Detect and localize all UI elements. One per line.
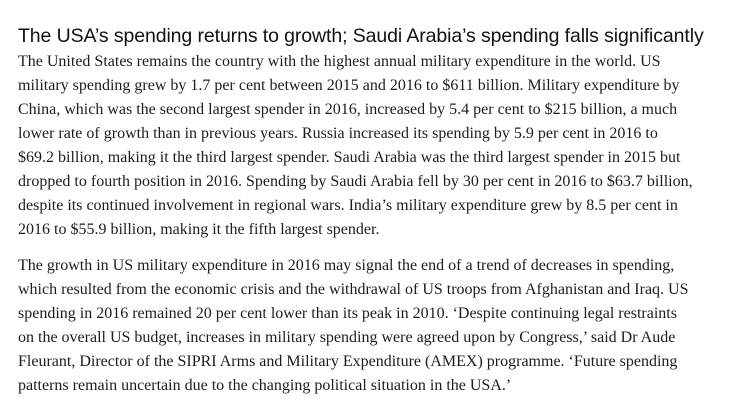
- paragraph-line: The United States remains the country wi…: [18, 53, 661, 70]
- paragraph-line: which resulted from the economic crisis …: [18, 281, 689, 298]
- article: The USA’s spending returns to growth; Sa…: [18, 14, 748, 398]
- paragraph-line: Fleurant, Director of the SIPRI Arms and…: [18, 353, 678, 370]
- article-headline: The USA’s spending returns to growth; Sa…: [18, 25, 704, 47]
- article-paragraph-2: The growth in US military expenditure in…: [18, 254, 748, 398]
- article-paragraph-1: The United States remains the country wi…: [18, 50, 748, 242]
- paragraph-line: despite its continued involvement in reg…: [18, 197, 678, 214]
- paragraph-line: military spending grew by 1.7 per cent b…: [18, 77, 680, 94]
- paragraph-line: lower rate of growth than in previous ye…: [18, 125, 658, 142]
- paragraph-line: $69.2 billion, making it the third large…: [18, 149, 681, 166]
- paragraph-line: 2016 to $55.9 billion, making it the fif…: [18, 221, 380, 238]
- paragraph-line: patterns remain uncertain due to the cha…: [18, 377, 512, 394]
- paragraph-line: China, which was the second largest spen…: [18, 101, 678, 118]
- paragraph-line: The growth in US military expenditure in…: [18, 257, 675, 274]
- paragraph-line: on the overall US budget, increases in m…: [18, 329, 676, 346]
- paragraph-line: spending in 2016 remained 20 per cent lo…: [18, 305, 677, 322]
- paragraph-line: dropped to fourth position in 2016. Spen…: [18, 173, 693, 190]
